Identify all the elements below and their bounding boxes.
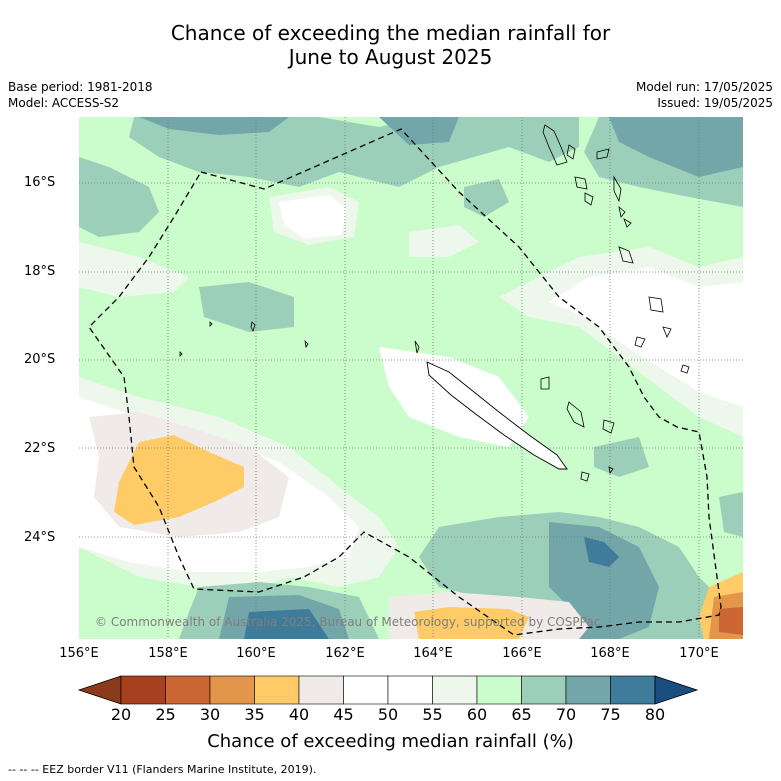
colorbar-tick-label: 60 bbox=[466, 705, 488, 724]
lat-label: 18°S bbox=[24, 264, 56, 279]
scattered-islets bbox=[179, 321, 614, 474]
lat-label: 20°S bbox=[24, 352, 56, 367]
graticule bbox=[79, 117, 743, 639]
lon-label: 168°E bbox=[590, 646, 630, 661]
vanuatu-islands bbox=[542, 124, 690, 374]
region-west-teal bbox=[79, 157, 159, 237]
region-ne-dark bbox=[609, 117, 743, 177]
base-period: Base period: 1981-2018 bbox=[8, 80, 153, 94]
colorbar-segment bbox=[476, 675, 522, 705]
colorbar-tick-label: 65 bbox=[511, 705, 532, 724]
colorbar-tick-label: 20 bbox=[110, 705, 132, 724]
lat-label: 16°S bbox=[24, 175, 56, 190]
lon-label: 156°E bbox=[59, 646, 99, 661]
eez-footnote: -- -- -- EEZ border V11 (Flanders Marine… bbox=[8, 763, 317, 776]
region-mid-teal bbox=[199, 282, 294, 332]
colorbar-segment bbox=[432, 675, 478, 705]
loyalty-islands-3 bbox=[602, 419, 615, 434]
lon-label: 170°E bbox=[679, 646, 719, 661]
colorbar-tick-label: 35 bbox=[244, 705, 265, 724]
colorbar-segment bbox=[165, 675, 211, 705]
colorbar-tick-label: 55 bbox=[422, 705, 443, 724]
region-white-3 bbox=[409, 225, 479, 257]
region-white-2 bbox=[79, 242, 189, 297]
new-caledonia-island bbox=[426, 361, 568, 470]
colorbar-segment bbox=[521, 675, 567, 705]
region-orange-sw bbox=[114, 435, 244, 525]
region-white-east-core bbox=[549, 267, 743, 407]
region-bottom-navy bbox=[244, 609, 329, 639]
colorbar-segment bbox=[343, 675, 389, 705]
colorbar-tick-label: 50 bbox=[377, 705, 399, 724]
region-top-dark-2 bbox=[379, 117, 459, 145]
colorbar bbox=[78, 675, 699, 705]
colorbar-tick-label: 25 bbox=[155, 705, 176, 724]
colorbar-segment bbox=[387, 675, 433, 705]
colorbar-tick-label: 40 bbox=[288, 705, 310, 724]
model-run-date: Model run: 17/05/2025 bbox=[635, 80, 773, 94]
colorbar-segment bbox=[565, 675, 611, 705]
colorbar-label: Chance of exceeding median rainfall (%) bbox=[207, 731, 574, 752]
lon-label: 158°E bbox=[148, 646, 188, 661]
eez-border bbox=[88, 128, 722, 636]
colorbar-segment bbox=[254, 675, 300, 705]
lon-label: 162°E bbox=[325, 646, 365, 661]
issued-date: Issued: 19/05/2025 bbox=[657, 96, 773, 110]
lon-label: 166°E bbox=[502, 646, 542, 661]
colorbar-over-triangle bbox=[654, 675, 699, 705]
colorbar-tick-label: 30 bbox=[199, 705, 221, 724]
colorbar-tick-label: 80 bbox=[644, 705, 666, 724]
colorbar-tick-label: 75 bbox=[600, 705, 621, 724]
colorbar-tick-label: 70 bbox=[555, 705, 577, 724]
title-line-1: Chance of exceeding the median rainfall … bbox=[170, 21, 611, 45]
islet-nw bbox=[414, 340, 420, 354]
colorbar-under-triangle bbox=[78, 675, 122, 705]
colorbar-tick-label: 45 bbox=[333, 705, 354, 724]
lat-label: 22°S bbox=[24, 441, 56, 456]
colorbar-segment bbox=[120, 675, 166, 705]
region-top-teal bbox=[129, 117, 579, 187]
lat-label: 24°S bbox=[24, 530, 56, 545]
lon-label: 164°E bbox=[413, 646, 453, 661]
region-bottom-orange bbox=[414, 607, 529, 639]
loyalty-islands-2 bbox=[540, 376, 550, 390]
region-south-darkteal bbox=[549, 522, 659, 639]
region-se-brown bbox=[719, 607, 743, 635]
copyright-text-map: © Commonwealth of Australia 2025, Bureau… bbox=[95, 615, 600, 629]
lon-label: 160°E bbox=[236, 646, 276, 661]
region-white-1-core bbox=[279, 195, 347, 239]
loyalty-islands-1 bbox=[566, 401, 585, 428]
model-name: Model: ACCESS-S2 bbox=[8, 96, 120, 110]
isle-of-pines bbox=[580, 471, 590, 482]
region-teal-mid-e bbox=[594, 437, 649, 477]
region-teal-se bbox=[719, 492, 743, 537]
region-top-dark bbox=[139, 117, 289, 135]
title-line-2: June to August 2025 bbox=[288, 45, 493, 69]
region-south-navy bbox=[584, 537, 619, 567]
colorbar-segment bbox=[610, 675, 656, 705]
rainfall-map: © Commonwealth of Australia 2025, Bureau… bbox=[79, 117, 743, 639]
colorbar-segment bbox=[209, 675, 255, 705]
colorbar-segment bbox=[298, 675, 344, 705]
